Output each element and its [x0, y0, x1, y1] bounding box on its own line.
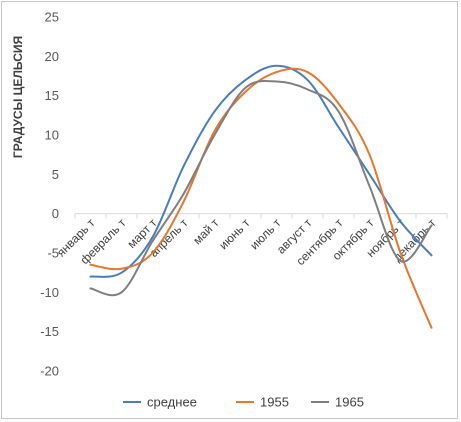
y-tick-label: 0 [52, 206, 59, 221]
data-point [213, 110, 216, 113]
y-tick-label: 10 [45, 128, 59, 143]
data-point [275, 71, 278, 73]
data-point [244, 90, 247, 93]
data-point [337, 126, 340, 128]
data-point [182, 193, 185, 195]
legend-label: среднее [147, 395, 197, 410]
y-tick-label: -5 [47, 246, 59, 261]
data-point [182, 201, 185, 203]
data-point [399, 252, 402, 254]
data-point [399, 220, 402, 223]
data-point [89, 287, 92, 290]
data-point [151, 252, 154, 254]
data-point [151, 240, 154, 242]
data-point [151, 236, 154, 239]
y-tick-label: 5 [52, 167, 59, 182]
x-tick-label: июнь т [216, 216, 253, 253]
data-point [244, 87, 247, 89]
legend-label: 1955 [260, 395, 289, 410]
y-tick-label: 15 [45, 88, 59, 103]
series-line-среднее [89, 64, 433, 278]
series-среднее [89, 64, 433, 278]
data-point [430, 224, 433, 227]
y-axis-ticks: 25 20 15 10 5 0 -5 -10 -15 -20 [40, 10, 59, 379]
y-tick-label: -20 [40, 364, 59, 379]
data-point [213, 130, 216, 132]
y-tick-label: 20 [45, 49, 59, 64]
data-point [120, 271, 123, 274]
y-tick-label: -15 [40, 324, 59, 339]
data-point [368, 153, 371, 156]
series-1955 [89, 67, 433, 329]
legend-label: 1965 [335, 395, 364, 410]
data-point [306, 71, 309, 73]
y-axis-label: ГРАДУСЫ ЦЕЛЬСИЯ [11, 36, 25, 158]
data-point [275, 64, 278, 67]
series-line-1955 [89, 67, 433, 329]
data-point [120, 267, 123, 270]
data-point [368, 173, 371, 176]
legend: среднее 1955 1965 [123, 395, 364, 410]
series-1965 [89, 79, 433, 297]
series-lines [89, 64, 433, 329]
data-point [120, 291, 123, 294]
data-point [306, 88, 309, 91]
data-point [368, 185, 371, 187]
data-point [89, 264, 92, 266]
data-point [430, 254, 433, 257]
data-point [182, 165, 185, 168]
data-point [89, 275, 92, 278]
data-point [399, 260, 402, 262]
data-point [306, 79, 309, 81]
y-axis-label-group: ГРАДУСЫ ЦЕЛЬСИЯ [11, 36, 25, 158]
data-point [430, 326, 433, 329]
data-point [337, 102, 340, 105]
data-point [244, 79, 247, 81]
y-tick-label: 25 [45, 10, 59, 25]
data-point [337, 110, 340, 113]
y-tick-label: -10 [40, 285, 59, 300]
data-point [213, 134, 216, 136]
data-point [275, 80, 278, 83]
